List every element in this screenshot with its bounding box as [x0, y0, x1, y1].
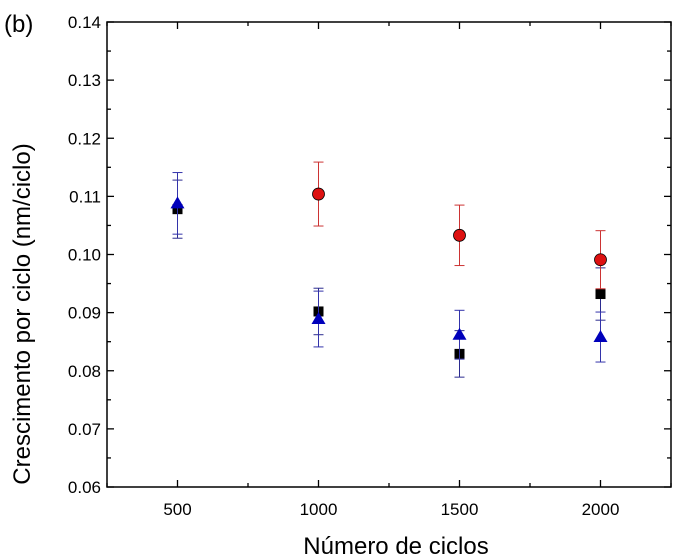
- y-tick-label: 0.11: [69, 187, 101, 206]
- plot-border: [106, 21, 672, 488]
- series-circle: [312, 161, 607, 290]
- data-point-circle: [312, 187, 325, 201]
- y-axis-ticks: 0.06 0.07 0.08 0.09 0.10 0.11 0.12 0.13 0.14: [68, 13, 671, 497]
- x-tick-label: 1000: [300, 500, 338, 519]
- series-triangle: [170, 172, 608, 363]
- x-tick-label: 2000: [582, 500, 620, 519]
- y-axis-title: Crescimento por ciclo (nm/ciclo): [9, 143, 36, 484]
- y-tick-label: 0.14: [68, 13, 101, 32]
- data-point-square: [595, 289, 606, 300]
- x-axis-ticks: 500 1000 1500 2000: [106, 22, 672, 519]
- data-series: [170, 161, 608, 378]
- data-point-circle: [594, 253, 607, 267]
- x-axis-title: Número de ciclos: [303, 533, 488, 557]
- plot-frame: [106, 21, 672, 488]
- x-tick-label: 500: [163, 500, 191, 519]
- y-tick-label: 0.06: [68, 478, 101, 497]
- data-point-triangle: [593, 330, 608, 343]
- y-tick-label: 0.10: [68, 246, 101, 265]
- y-tick-label: 0.13: [68, 71, 101, 90]
- data-point-triangle: [452, 327, 467, 340]
- y-tick-label: 0.12: [68, 129, 101, 148]
- series-square: [172, 179, 606, 378]
- data-point-triangle: [311, 312, 326, 325]
- x-tick-label: 1500: [441, 500, 479, 519]
- data-point-triangle: [170, 196, 185, 209]
- y-tick-label: 0.08: [68, 362, 101, 381]
- panel-label: (b): [4, 11, 33, 38]
- y-tick-label: 0.07: [68, 420, 101, 439]
- y-tick-label: 0.09: [68, 304, 101, 323]
- data-point-circle: [453, 228, 466, 242]
